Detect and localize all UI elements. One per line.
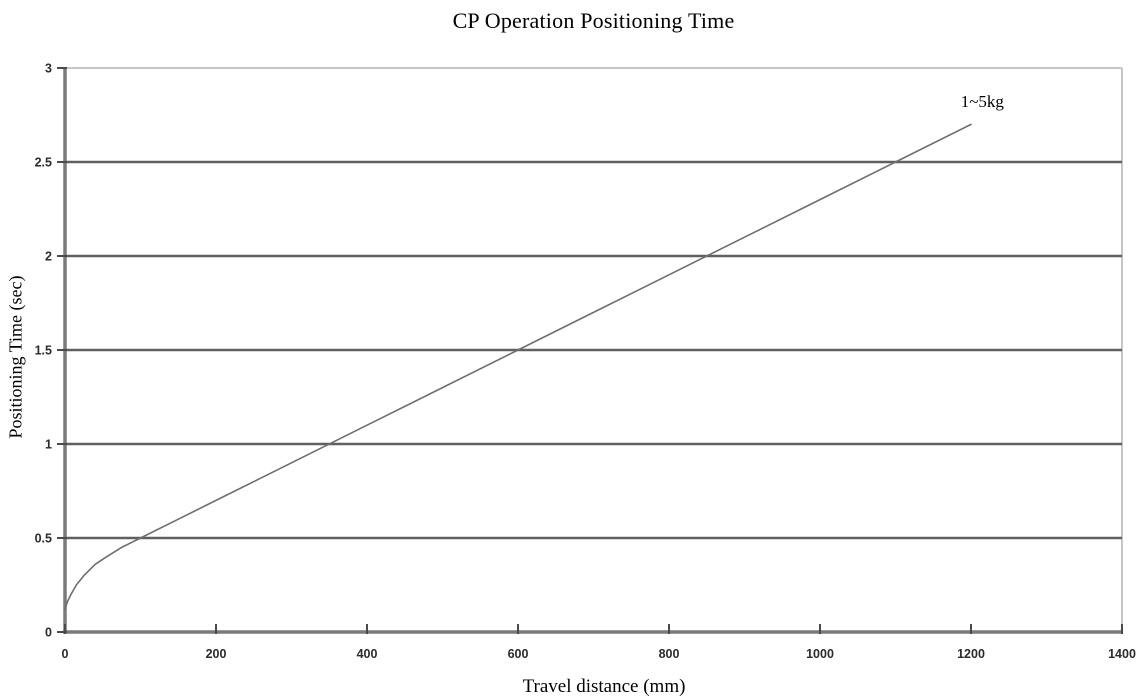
y-tick-label-1: 1 <box>45 438 52 452</box>
y-tick-label-0: 0 <box>45 626 52 640</box>
x-tick-label-600: 600 <box>508 647 529 661</box>
y-tick-label-2: 2 <box>45 250 52 264</box>
x-tick-label-200: 200 <box>206 647 227 661</box>
y-tick-label-2.5: 2.5 <box>35 156 52 170</box>
y-tick-label-3: 3 <box>45 62 52 76</box>
series-label-1~5kg: 1~5kg <box>961 92 1005 111</box>
x-tick-label-0: 0 <box>62 647 69 661</box>
x-tick-label-1400: 1400 <box>1108 647 1136 661</box>
x-axis-title: Travel distance (mm) <box>522 676 686 697</box>
chart-title: CP Operation Positioning Time <box>452 8 735 33</box>
x-tick-label-1200: 1200 <box>957 647 985 661</box>
x-tick-label-400: 400 <box>357 647 378 661</box>
y-tick-label-1.5: 1.5 <box>35 344 52 358</box>
series-line-1~5kg <box>64 123 972 611</box>
y-tick-label-0.5: 0.5 <box>35 532 52 546</box>
x-tick-label-800: 800 <box>659 647 680 661</box>
x-tick-label-1000: 1000 <box>806 647 834 661</box>
